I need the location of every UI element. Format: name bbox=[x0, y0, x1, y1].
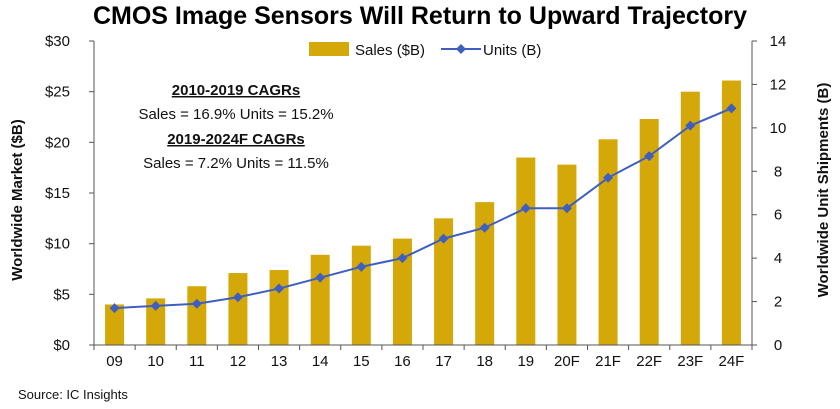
x-tick-label: 16 bbox=[394, 353, 411, 370]
legend: Sales ($B) Units (B) bbox=[309, 42, 541, 59]
x-tick-label: 22F bbox=[636, 353, 662, 370]
y-right-tick-label: 4 bbox=[774, 250, 782, 267]
source-note: Source: IC Insights bbox=[18, 387, 128, 402]
cagr-values-2010-2019: Sales = 16.9% Units = 15.2% bbox=[138, 106, 333, 123]
x-tick-label: 11 bbox=[189, 353, 205, 370]
y-axis-left-label: Worldwide Market ($B) bbox=[9, 119, 26, 280]
point-units-23F bbox=[685, 120, 696, 131]
legend-swatch-sales bbox=[309, 42, 349, 56]
point-units-16 bbox=[397, 253, 408, 264]
y-right-tick-label: 12 bbox=[770, 76, 787, 93]
point-units-13 bbox=[274, 283, 285, 294]
bar-sales-10 bbox=[146, 298, 166, 345]
bar-sales-13 bbox=[269, 270, 289, 345]
legend-marker-units bbox=[456, 44, 466, 54]
x-tick-label: 10 bbox=[147, 353, 164, 370]
bar-sales-16 bbox=[392, 238, 412, 345]
line-units bbox=[114, 107, 732, 310]
x-tick-label: 23F bbox=[677, 353, 703, 370]
point-units-10 bbox=[150, 300, 161, 311]
cagr-annotation: 2010-2019 CAGRs Sales = 16.9% Units = 15… bbox=[138, 82, 333, 172]
x-tick-label: 15 bbox=[353, 353, 370, 370]
bar-sales-15 bbox=[351, 245, 371, 345]
y-left-tick-label: $20 bbox=[45, 134, 70, 151]
x-tick-label: 17 bbox=[435, 353, 452, 370]
cagr-values-2019-2024: Sales = 7.2% Units = 11.5% bbox=[143, 155, 329, 172]
bar-sales-12 bbox=[228, 273, 248, 345]
point-units-11 bbox=[191, 298, 202, 309]
bar-sales-18 bbox=[475, 202, 495, 345]
cagr-heading-2010-2019: 2010-2019 CAGRs bbox=[172, 82, 300, 99]
bar-sales-19 bbox=[516, 157, 536, 345]
y-right-tick-label: 8 bbox=[774, 163, 782, 180]
point-units-21F bbox=[603, 172, 614, 183]
x-tick-label: 21F bbox=[595, 353, 621, 370]
x-tick-label: 09 bbox=[106, 353, 123, 370]
plot-area: $0 $5 $10 $15 $20 $25 $30 0 2 4 6 8 10 12 14 09 10 11 12 13… bbox=[45, 33, 786, 370]
point-units-17 bbox=[438, 233, 449, 244]
point-units-22F bbox=[644, 151, 655, 162]
x-tick-label: 20F bbox=[554, 353, 580, 370]
bar-sales-17 bbox=[434, 218, 454, 345]
bar-sales-22F bbox=[639, 119, 659, 345]
bar-sales-23F bbox=[680, 91, 700, 346]
y-right-tick-label: 2 bbox=[774, 294, 782, 311]
y-left-tick-label: $25 bbox=[45, 84, 70, 101]
bar-sales-14 bbox=[310, 254, 330, 345]
bar-sales-09 bbox=[105, 304, 125, 345]
point-units-19 bbox=[520, 203, 531, 214]
bar-sales-21F bbox=[598, 139, 618, 345]
y-left-tick-label: $5 bbox=[53, 286, 70, 303]
bar-sales-24F bbox=[721, 80, 741, 346]
chart-title: CMOS Image Sensors Will Return to Upward… bbox=[93, 2, 747, 30]
y-right-tick-label: 0 bbox=[774, 337, 782, 354]
x-tick-label: 14 bbox=[312, 353, 329, 370]
y-right-tick-label: 14 bbox=[770, 33, 787, 50]
y-left-tick-label: $15 bbox=[45, 185, 70, 202]
cagr-heading-2019-2024: 2019-2024F CAGRs bbox=[167, 131, 305, 148]
x-tick-label: 24F bbox=[719, 353, 745, 370]
bar-sales-11 bbox=[187, 286, 207, 345]
point-units-15 bbox=[356, 261, 367, 272]
legend-label-units: Units (B) bbox=[483, 42, 541, 59]
bar-sales-20F bbox=[557, 164, 577, 345]
y-axis-right-label: Worldwide Unit Shipments (B) bbox=[815, 83, 832, 298]
x-tick-label: 18 bbox=[476, 353, 493, 370]
y-right-tick-label: 10 bbox=[770, 120, 787, 137]
x-tick-label: 12 bbox=[230, 353, 247, 370]
y-left-tick-label: $0 bbox=[53, 337, 70, 354]
point-units-24F bbox=[726, 103, 737, 114]
y-left-tick-label: $30 bbox=[45, 33, 70, 50]
point-units-14 bbox=[315, 272, 326, 283]
y-left-tick-label: $10 bbox=[45, 236, 70, 253]
legend-label-sales: Sales ($B) bbox=[355, 42, 425, 59]
x-tick-label: 13 bbox=[271, 353, 288, 370]
point-units-20F bbox=[561, 203, 572, 214]
point-units-09 bbox=[109, 303, 120, 314]
x-tick-label: 19 bbox=[517, 353, 534, 370]
y-right-tick-label: 6 bbox=[774, 207, 782, 224]
point-units-18 bbox=[479, 222, 490, 233]
point-units-12 bbox=[232, 292, 243, 303]
